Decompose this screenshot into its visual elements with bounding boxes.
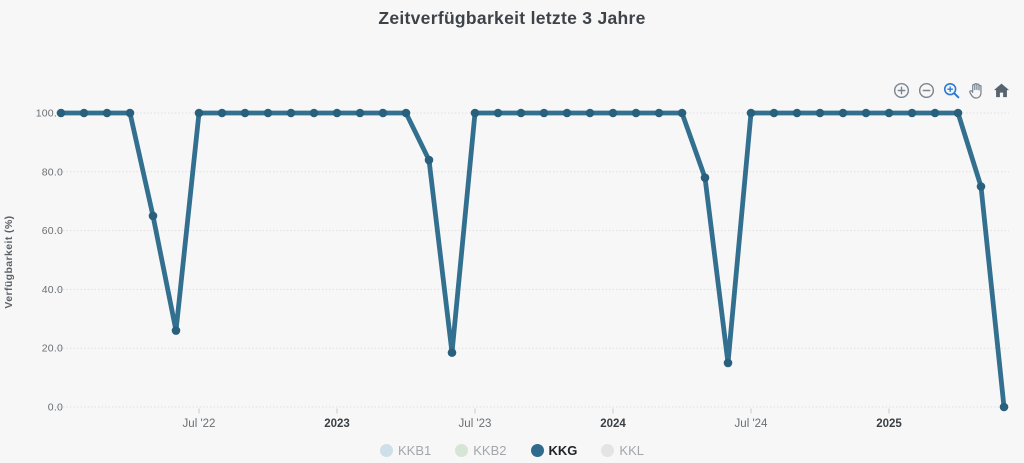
- box-zoom-button[interactable]: [941, 80, 962, 101]
- data-point-marker[interactable]: [907, 108, 917, 118]
- hand-icon: [969, 83, 982, 99]
- data-point-marker[interactable]: [562, 108, 572, 118]
- reset-view-button[interactable]: [991, 80, 1012, 101]
- y-tick-label: 60.0: [42, 225, 63, 237]
- data-point-marker[interactable]: [240, 108, 250, 118]
- x-tick-label: 2025: [876, 418, 902, 430]
- data-point-marker[interactable]: [585, 108, 595, 118]
- data-point-marker[interactable]: [286, 108, 296, 118]
- data-point-marker[interactable]: [447, 348, 457, 357]
- chart-toolbar: [891, 80, 1012, 101]
- data-point-marker[interactable]: [470, 108, 480, 118]
- data-point-marker[interactable]: [378, 108, 388, 118]
- pan-button[interactable]: [966, 80, 987, 101]
- legend-item-kkl[interactable]: KKL: [601, 443, 644, 458]
- series-line-kkg: [58, 110, 1007, 410]
- x-tick-label: Jul '23: [459, 418, 492, 430]
- data-point-marker[interactable]: [838, 108, 848, 118]
- home-icon: [993, 83, 1010, 98]
- data-point-marker[interactable]: [608, 108, 618, 118]
- data-point-marker[interactable]: [884, 108, 894, 118]
- data-point-marker[interactable]: [194, 108, 204, 118]
- legend-label: KKL: [619, 443, 644, 458]
- data-point-marker[interactable]: [516, 108, 526, 118]
- data-point-marker[interactable]: [930, 108, 940, 118]
- legend-dot-kkb2: [455, 444, 469, 457]
- data-point-marker[interactable]: [56, 108, 66, 118]
- data-point-marker[interactable]: [424, 155, 434, 165]
- magnifier-plus-icon: [943, 82, 960, 99]
- x-tick-label: Jul '24: [735, 418, 768, 430]
- data-point-marker[interactable]: [263, 108, 273, 118]
- y-tick-label: 20.0: [42, 343, 63, 355]
- data-point-marker[interactable]: [654, 108, 664, 118]
- circle-plus-icon: [893, 82, 910, 99]
- x-tick-label: 2023: [324, 418, 350, 430]
- data-point-marker[interactable]: [746, 108, 756, 118]
- data-point-marker[interactable]: [723, 358, 733, 368]
- data-point-marker[interactable]: [815, 108, 825, 118]
- legend-label: KKB2: [473, 443, 507, 458]
- data-point-marker[interactable]: [999, 402, 1009, 412]
- legend-label: KKB1: [398, 443, 432, 458]
- legend-dot-kkg: [530, 444, 544, 457]
- zoom-out-button[interactable]: [916, 80, 937, 101]
- y-tick-label: 40.0: [42, 284, 63, 296]
- y-tick-label: 80.0: [42, 166, 63, 178]
- legend-item-kkg[interactable]: KKG: [530, 443, 578, 458]
- legend-dot-kkb1: [380, 444, 394, 457]
- data-point-marker[interactable]: [861, 108, 871, 118]
- x-tick-label: 2024: [600, 418, 626, 430]
- zoom-in-button[interactable]: [891, 80, 912, 101]
- chart-legend: KKB1 KKB2 KKG KKL: [0, 443, 1024, 458]
- chart-title: Zeitverfügbarkeit letzte 3 Jahre: [378, 8, 646, 28]
- data-point-marker[interactable]: [677, 108, 687, 118]
- data-point-marker[interactable]: [953, 108, 963, 118]
- data-point-marker[interactable]: [79, 108, 89, 118]
- data-point-marker[interactable]: [125, 108, 135, 118]
- data-point-marker[interactable]: [309, 108, 319, 118]
- data-point-marker[interactable]: [631, 108, 641, 118]
- legend-item-kkb1[interactable]: KKB1: [380, 443, 431, 458]
- data-point-marker[interactable]: [217, 108, 227, 118]
- legend-dot-kkl: [601, 444, 615, 457]
- data-point-marker[interactable]: [769, 108, 779, 118]
- data-point-marker[interactable]: [102, 108, 112, 118]
- data-point-marker[interactable]: [539, 108, 549, 118]
- x-tick-label: Jul '22: [183, 418, 216, 430]
- data-point-marker[interactable]: [171, 326, 181, 335]
- data-point-marker[interactable]: [148, 211, 158, 221]
- data-point-marker[interactable]: [792, 108, 802, 118]
- data-point-marker[interactable]: [332, 108, 342, 118]
- legend-item-kkb2[interactable]: KKB2: [455, 443, 507, 458]
- y-tick-label: 0.0: [48, 402, 63, 414]
- circle-minus-icon: [918, 82, 935, 99]
- data-point-marker[interactable]: [355, 108, 365, 118]
- data-point-marker[interactable]: [493, 108, 503, 118]
- data-point-marker[interactable]: [401, 108, 411, 118]
- y-tick-label: 100.0: [36, 108, 63, 120]
- data-point-marker[interactable]: [976, 182, 986, 191]
- y-axis-title: Verfügbarkeit (%): [3, 215, 15, 308]
- data-point-marker[interactable]: [700, 173, 710, 182]
- legend-label: KKG: [548, 443, 578, 458]
